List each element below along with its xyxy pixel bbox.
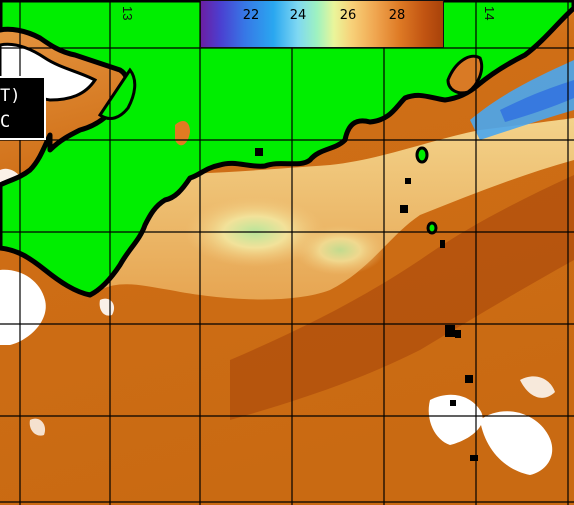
cool-eddy-2 [295,225,385,275]
colorbar-ramp [201,1,443,47]
colorbar-tick-26: 26 [339,8,357,23]
colorbar-tick-28: 28 [388,8,406,23]
map-label-line-2: C [0,112,11,132]
dark-islets [255,148,478,461]
colorbar-tick-22: 22 [242,8,260,23]
map-label-box: T) C [0,76,46,140]
cold-water-ne-2 [500,80,574,122]
warm-current [230,175,574,420]
map-label-line-1: T) [0,86,21,106]
inner-green-cape [97,67,137,120]
islands [415,146,438,235]
longitude-label-14: 14 [482,6,497,21]
peninsula-warm [446,54,484,95]
temperature-colorbar: 22 24 26 28 [200,0,444,48]
colorbar-tick-24: 24 [289,8,307,23]
longitude-label-13: 13 [120,6,135,21]
coastal-warm-spot [175,120,190,146]
